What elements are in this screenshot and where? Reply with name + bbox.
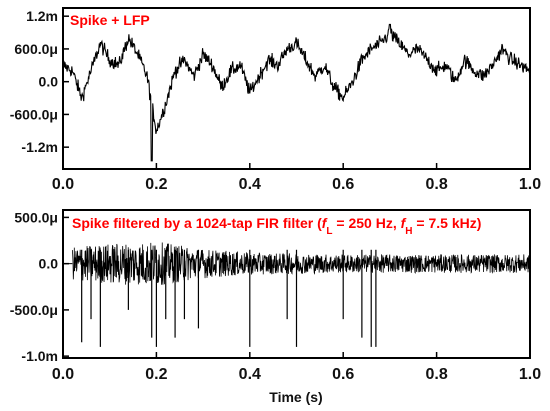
y-tick-label: 1.2m	[26, 8, 58, 24]
top-y-ticks: 1.2m 600.0μ 0.0 -600.0μ -1.2m	[10, 8, 69, 155]
x-tick-label: 0.6	[332, 176, 354, 193]
x-tick-label: 0.8	[425, 176, 447, 193]
title-part: Spike filtered by a 1024-tap FIR filter …	[72, 215, 322, 231]
top-x-ticks: 0.0 0.2 0.4 0.6 0.8 1.0	[52, 163, 541, 193]
top-plot-frame	[62, 7, 531, 170]
x-tick-label: 1.0	[519, 176, 541, 193]
top-plot-data	[62, 23, 531, 162]
title-part: H	[405, 226, 412, 237]
x-tick-label: 0.4	[239, 366, 261, 383]
x-tick-label: 0.0	[52, 366, 74, 383]
bottom-signal-line	[71, 242, 531, 285]
bottom-panel-title: Spike filtered by a 1024-tap FIR filter …	[72, 215, 481, 237]
bottom-plot-data	[63, 242, 531, 347]
bottom-plot-frame	[62, 209, 531, 359]
y-tick-label: 0.0	[39, 74, 59, 90]
y-tick-label: -600.0μ	[10, 106, 58, 122]
y-tick-label: 500.0μ	[14, 209, 58, 225]
title-part: L	[326, 226, 332, 237]
title-part: f	[401, 215, 407, 231]
x-tick-label: 0.8	[425, 366, 447, 383]
x-tick-label: 1.0	[519, 366, 541, 383]
top-signal-line	[62, 23, 531, 162]
y-tick-label: -500.0μ	[10, 302, 58, 318]
x-tick-label: 0.0	[52, 176, 74, 193]
title-part: = 250 Hz,	[333, 215, 401, 231]
y-tick-label: -1.0m	[21, 348, 58, 364]
x-tick-label: 0.2	[145, 366, 167, 383]
y-tick-label: -1.2m	[21, 139, 58, 155]
top-panel-title: Spike + LFP	[70, 12, 150, 28]
x-tick-label: 0.6	[332, 366, 354, 383]
title-part: = 7.5 kHz)	[413, 215, 482, 231]
x-axis-title: Time (s)	[269, 389, 322, 405]
bottom-y-ticks: 500.0μ 0.0 -500.0μ -1.0m	[10, 209, 69, 364]
title-part: f	[322, 215, 328, 231]
y-tick-label: 0.0	[39, 256, 59, 272]
x-tick-label: 0.2	[145, 176, 167, 193]
bottom-panel: 500.0μ 0.0 -500.0μ -1.0m 0.0 0.2 0.4 0.6 0.8 1.0…	[10, 209, 541, 405]
bottom-x-ticks: 0.0 0.2 0.4 0.6 0.8 1.0	[52, 352, 541, 383]
x-tick-label: 0.4	[239, 176, 261, 193]
y-tick-label: 600.0μ	[14, 41, 58, 57]
